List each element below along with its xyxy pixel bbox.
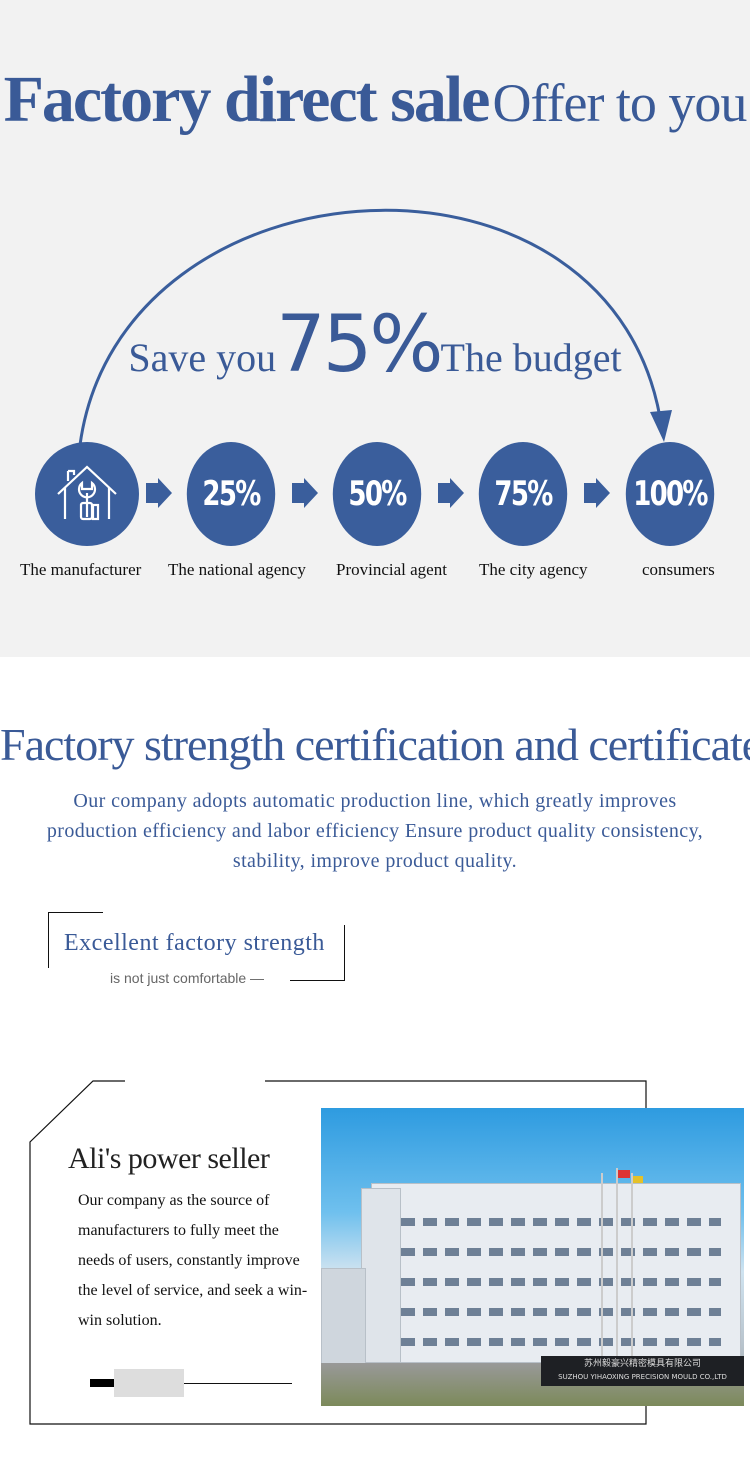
label-city: The city agency — [479, 560, 588, 579]
manufacturer-circle — [35, 442, 139, 546]
house-wrench-icon — [57, 465, 117, 521]
chain-circle-national: 25% — [186, 442, 276, 546]
frame-line — [344, 925, 345, 981]
strength-title: Excellent factory strength — [64, 930, 325, 956]
cert-title: Factory strength certification and certi… — [0, 719, 750, 770]
decor-line — [184, 1383, 292, 1384]
chain-circle-consumers: 100% — [625, 442, 715, 546]
factory-sign: 苏州毅豪兴精密模具有限公司 SUZHOU YIHAOXING PRECISION … — [541, 1356, 744, 1386]
strength-subtitle: is not just comfortable — — [110, 970, 265, 986]
seller-title: Ali's power seller — [68, 1142, 270, 1175]
label-manufacturer: The manufacturer — [20, 560, 142, 579]
hero-title: Factory direct sale Offer to you — [0, 62, 750, 138]
label-consumers: consumers — [642, 560, 715, 579]
chain-circle-provincial: 50% — [332, 442, 422, 546]
hero-title-light: Offer to you — [492, 73, 747, 133]
label-national: The national agency — [168, 560, 306, 579]
savings-headline: Save you75%The budget — [0, 300, 750, 390]
frame-line — [48, 912, 103, 913]
hero-title-bold: Factory direct sale — [3, 63, 491, 136]
decor-block — [114, 1369, 184, 1397]
save-suffix: The budget — [440, 335, 622, 380]
cert-description: Our company adopts automatic production … — [46, 790, 704, 872]
factory-photo: 苏州毅豪兴精密模具有限公司 SUZHOU YIHAOXING PRECISION … — [321, 1108, 744, 1406]
frame-line — [48, 912, 49, 968]
curved-arrow-icon — [78, 208, 672, 446]
frame-line — [290, 980, 345, 981]
label-provincial: Provincial agent — [336, 560, 447, 579]
chain-circle-city: 75% — [478, 442, 568, 546]
save-prefix: Save you — [128, 335, 277, 380]
seller-text: Our company as the source of manufacture… — [78, 1192, 308, 1329]
save-percent: 75% — [276, 300, 443, 390]
decor-bar — [90, 1379, 128, 1387]
sign-en: SUZHOU YIHAOXING PRECISION MOULD CO.,LTD — [558, 1373, 727, 1381]
sign-cn: 苏州毅豪兴精密模具有限公司 — [583, 1359, 701, 1369]
seller-frame — [29, 1080, 647, 1425]
